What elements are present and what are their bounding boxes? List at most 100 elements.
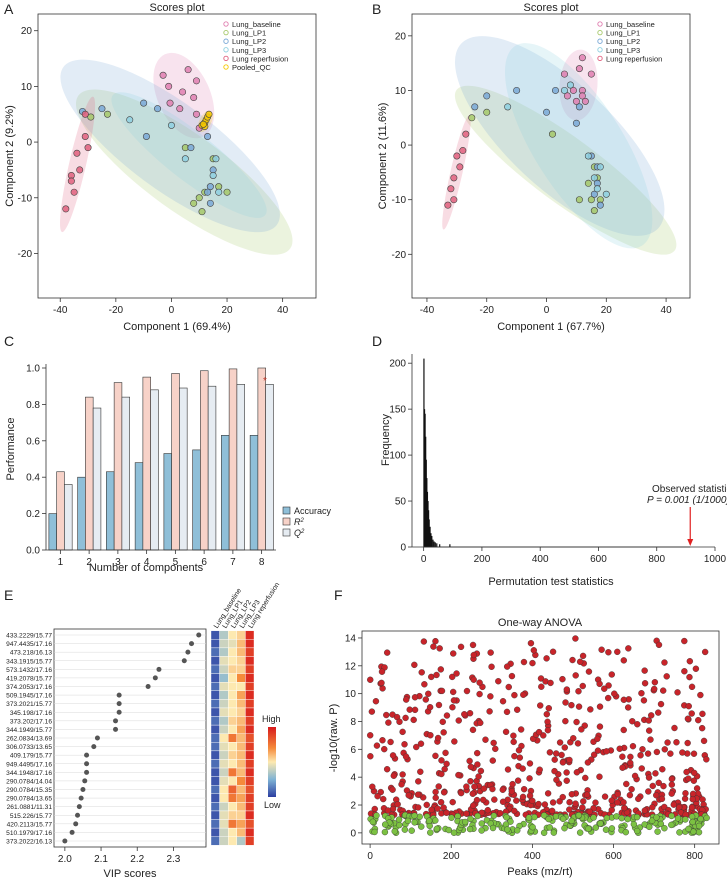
anova-point-significant bbox=[537, 702, 544, 709]
x-tick-label: 800 bbox=[686, 851, 703, 862]
anova-point-not-significant bbox=[507, 818, 514, 825]
anova-point-significant bbox=[495, 678, 502, 685]
y-tick-label: 10 bbox=[395, 86, 407, 97]
x-tick-label: 200 bbox=[474, 554, 491, 565]
anova-point-significant bbox=[623, 780, 630, 788]
heatmap-cell bbox=[210, 707, 220, 717]
x-tick-label: 400 bbox=[524, 851, 541, 862]
bar-r bbox=[228, 368, 238, 551]
anova-point-significant bbox=[651, 679, 659, 686]
heatmap-cell bbox=[219, 776, 229, 786]
x-tick-label: 4 bbox=[144, 557, 150, 568]
anova-point-significant bbox=[486, 708, 493, 715]
anova-point-significant bbox=[471, 783, 478, 790]
anova-point-significant bbox=[438, 757, 445, 764]
panel-a-ylabel: Component 2 (9.2%) bbox=[4, 105, 16, 207]
anova-point-significant bbox=[463, 783, 470, 790]
confidence-ellipse-lung-lp1 bbox=[454, 85, 677, 255]
data-point-lung-lp2 bbox=[596, 201, 604, 209]
anova-point-significant bbox=[455, 717, 462, 724]
y-tick-label: 50 bbox=[395, 497, 407, 508]
data-point-lung-lp2 bbox=[187, 144, 195, 152]
heatmap-cell bbox=[245, 699, 255, 709]
anova-point-significant bbox=[428, 806, 435, 814]
panel-f-ylabel: -log10(raw. P) bbox=[328, 704, 340, 772]
heatmap-cell bbox=[236, 673, 246, 683]
y-tick-label: 0.6 bbox=[26, 436, 40, 447]
data-point-lung-baseline bbox=[578, 92, 586, 100]
anova-point-significant bbox=[604, 694, 612, 702]
heatmap-cell bbox=[236, 793, 246, 803]
anova-point-significant bbox=[572, 635, 579, 642]
heatmap-cell bbox=[245, 827, 255, 837]
anova-point-significant bbox=[668, 790, 675, 797]
anova-point-significant bbox=[418, 669, 425, 676]
anova-point-significant bbox=[443, 712, 451, 719]
data-point-lung-reperfusion bbox=[450, 174, 458, 182]
y-tick-label: 20 bbox=[395, 31, 407, 42]
data-point-lung-reperfusion bbox=[462, 130, 470, 138]
anova-point-significant bbox=[584, 759, 592, 766]
anova-point-significant bbox=[592, 799, 599, 806]
anova-point-significant bbox=[439, 718, 446, 726]
anova-point-significant bbox=[440, 804, 447, 811]
data-point-lung-lp3 bbox=[212, 155, 220, 163]
anova-point-significant bbox=[543, 655, 550, 662]
bar-q bbox=[236, 384, 245, 551]
heatmap-cell bbox=[245, 759, 255, 769]
vip-feature-label: 345.198/17.16 bbox=[10, 710, 53, 717]
anova-point-significant bbox=[620, 696, 628, 704]
anova-point-significant bbox=[383, 649, 391, 656]
heatmap-cell bbox=[236, 776, 246, 786]
anova-point-significant bbox=[620, 657, 628, 664]
anova-point-significant bbox=[402, 753, 410, 760]
anova-point-significant bbox=[489, 757, 496, 764]
anova-point-significant bbox=[437, 799, 445, 806]
anova-point-significant bbox=[469, 726, 477, 734]
anova-point-significant bbox=[455, 771, 462, 779]
heatmap-cell bbox=[236, 802, 246, 812]
anova-point-not-significant bbox=[474, 812, 481, 820]
anova-point-not-significant bbox=[531, 813, 538, 821]
anova-point-significant bbox=[698, 724, 706, 732]
anova-point-significant bbox=[590, 751, 598, 758]
anova-point-significant bbox=[503, 663, 511, 670]
anova-point-significant bbox=[389, 786, 396, 793]
x-tick-label: 20 bbox=[221, 305, 233, 316]
anova-point-not-significant bbox=[633, 827, 641, 835]
anova-point-significant bbox=[626, 791, 634, 799]
anova-point-significant bbox=[558, 751, 565, 759]
bar-accuracy bbox=[48, 513, 57, 551]
vip-point bbox=[181, 658, 187, 664]
anova-point-significant bbox=[562, 699, 569, 706]
anova-point-significant bbox=[449, 673, 456, 681]
data-point-lung-reperfusion bbox=[453, 152, 461, 160]
histogram-bar bbox=[449, 544, 451, 547]
anova-point-significant bbox=[681, 668, 688, 675]
anova-point-not-significant bbox=[688, 813, 696, 820]
anova-point-not-significant bbox=[401, 826, 409, 833]
heatmap-cell bbox=[219, 827, 229, 837]
vip-feature-label: 573.1432/17.16 bbox=[6, 667, 52, 674]
anova-point-significant bbox=[520, 691, 527, 698]
anova-point-significant bbox=[688, 710, 695, 717]
anova-point-significant bbox=[621, 804, 628, 812]
heatmap-scale-low: Low bbox=[264, 800, 281, 810]
y-tick-label: 4 bbox=[350, 773, 356, 784]
y-tick-label: 6 bbox=[350, 745, 356, 756]
anova-point-significant bbox=[625, 645, 632, 652]
anova-point-significant bbox=[628, 786, 635, 793]
anova-point-significant bbox=[469, 641, 477, 649]
histogram-bar bbox=[434, 542, 436, 547]
anova-point-significant bbox=[432, 794, 439, 802]
anova-point-significant bbox=[652, 770, 659, 777]
heatmap-cell bbox=[227, 690, 237, 700]
legend-marker-lung-lp3 bbox=[223, 47, 229, 53]
anova-point-not-significant bbox=[369, 818, 377, 826]
anova-point-not-significant bbox=[654, 828, 661, 835]
anova-point-significant bbox=[691, 769, 698, 777]
anova-point-significant bbox=[402, 714, 409, 722]
heatmap-cell bbox=[210, 639, 220, 649]
data-point-lung-baseline bbox=[165, 82, 173, 90]
heatmap-cell bbox=[219, 810, 229, 820]
